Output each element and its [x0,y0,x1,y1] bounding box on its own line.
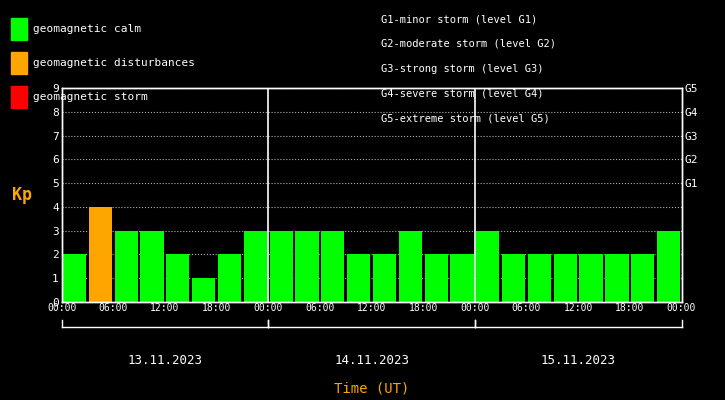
Bar [218,254,241,302]
Bar [244,231,267,302]
Text: Time (UT): Time (UT) [334,381,409,395]
Bar [399,231,422,302]
Text: G3-strong storm (level G3): G3-strong storm (level G3) [381,64,543,74]
Bar [476,231,500,302]
Bar [450,254,473,302]
Bar [270,231,293,302]
Bar [502,254,525,302]
Bar [192,278,215,302]
Bar [631,254,655,302]
Text: G4-severe storm (level G4): G4-severe storm (level G4) [381,88,543,98]
Bar [347,254,370,302]
Text: 14.11.2023: 14.11.2023 [334,354,409,367]
Text: geomagnetic disturbances: geomagnetic disturbances [33,58,194,68]
Text: 15.11.2023: 15.11.2023 [541,354,616,367]
Bar [321,231,344,302]
Bar [605,254,629,302]
Bar [373,254,396,302]
Bar [115,231,138,302]
Bar [554,254,577,302]
Bar [528,254,551,302]
Bar [63,254,86,302]
Bar [166,254,189,302]
Text: G1-minor storm (level G1): G1-minor storm (level G1) [381,14,537,24]
Bar [579,254,602,302]
Text: G2-moderate storm (level G2): G2-moderate storm (level G2) [381,39,555,49]
Bar [425,254,448,302]
Text: G5-extreme storm (level G5): G5-extreme storm (level G5) [381,113,550,123]
Bar [88,207,112,302]
Bar [141,231,164,302]
Bar [295,231,318,302]
Text: 13.11.2023: 13.11.2023 [128,354,202,367]
Bar [657,231,680,302]
Text: Kp: Kp [12,186,32,204]
Text: geomagnetic storm: geomagnetic storm [33,92,147,102]
Text: geomagnetic calm: geomagnetic calm [33,24,141,34]
